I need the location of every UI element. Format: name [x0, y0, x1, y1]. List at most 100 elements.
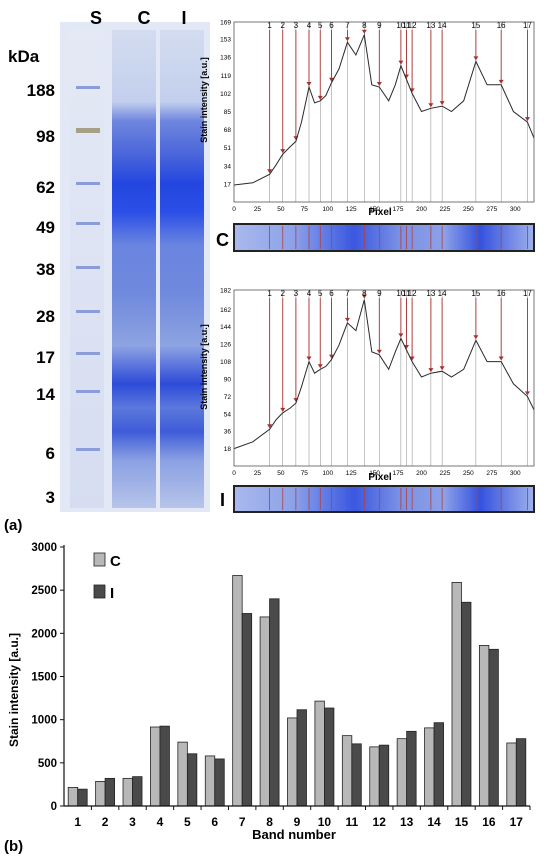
- lane-c: [112, 30, 156, 508]
- bar-c-5: [177, 741, 188, 807]
- profile-ytick-label: 51: [224, 145, 232, 152]
- legend-swatch-i: [93, 584, 106, 599]
- profile-ytick-label: 17: [224, 181, 232, 188]
- marker-label: 6: [46, 444, 55, 463]
- legend-label-c: C: [110, 553, 121, 570]
- profile-band-arrow: [329, 354, 334, 359]
- profile-band-arrow: [267, 424, 273, 429]
- profile-ytick-label: 36: [224, 429, 232, 436]
- profile-band-arrow: [524, 391, 530, 396]
- profile-ytick-label: 169: [220, 20, 231, 27]
- bar-ytick-label: 2000: [31, 628, 57, 640]
- bar-i-9: [296, 709, 307, 807]
- profile-ytick-label: 119: [221, 73, 232, 80]
- profile-ytick-label: 102: [220, 91, 231, 98]
- profile-band-label: 16: [497, 289, 506, 298]
- profile-ytick-label: 85: [224, 109, 232, 116]
- profile-band-label: 11: [402, 289, 411, 298]
- profile-xtick-label: 225: [440, 206, 451, 213]
- bar-chart-ylabel: Stain intensity [a.u.]: [7, 633, 21, 747]
- profile-ytick-label: 54: [224, 411, 232, 418]
- legend-swatch-c: [93, 552, 106, 567]
- bar-xtick-label: 3: [129, 815, 136, 829]
- profile-band-label: 7: [345, 289, 350, 298]
- bar-c-6: [204, 755, 216, 807]
- profile-band-label: 12: [408, 21, 417, 30]
- profile-ytick-label: 90: [224, 376, 232, 383]
- profile-xtick-label: 200: [416, 470, 427, 477]
- strip-c-label: C: [216, 230, 229, 250]
- profile-band-label: 14: [438, 289, 447, 298]
- profile-xtick-label: 300: [510, 470, 521, 477]
- marker-bands: [76, 86, 100, 451]
- profile-band-label: 10: [396, 21, 405, 30]
- bar-ytick-label: 500: [38, 758, 57, 770]
- marker-label: 49: [36, 218, 55, 237]
- profile-xtick-label: 275: [486, 206, 497, 213]
- bar-c-12: [369, 746, 380, 807]
- marker-label: 38: [36, 260, 55, 279]
- profile-band-label: 9: [377, 289, 382, 298]
- bar-i-4: [159, 725, 170, 807]
- profile-ytick-label: 162: [220, 307, 231, 314]
- profile-i-curve: [233, 299, 535, 450]
- profile-band-arrow: [317, 364, 323, 369]
- bar-i-8: [269, 598, 280, 807]
- marker-label: 28: [36, 307, 55, 326]
- strip-c-image: [233, 223, 535, 252]
- kda-label: kDa: [8, 47, 40, 66]
- profile-ytick-label: 108: [220, 359, 231, 366]
- profile-band-label: 6: [329, 289, 334, 298]
- profile-xtick-label: 0: [232, 206, 236, 213]
- bar-i-17: [515, 738, 527, 807]
- profile-band-arrow: [498, 79, 504, 84]
- profile-band-arrow: [409, 356, 415, 361]
- bar-c-16: [478, 645, 490, 807]
- bar-xtick-label: 12: [373, 815, 387, 829]
- profile-xtick-label: 225: [440, 470, 451, 477]
- profile-band-arrow: [361, 294, 367, 299]
- profile-band-label: 17: [523, 289, 532, 298]
- profile-band-label: 5: [318, 289, 323, 298]
- bar-c-8: [259, 616, 270, 807]
- strip-c-lines: [269, 226, 528, 249]
- profile-band-arrow: [344, 37, 350, 42]
- bar-c-10: [314, 700, 325, 807]
- profile-i-yticks: 18 36 54 72 90 108 126 144 162 182: [220, 288, 231, 454]
- profile-band-arrow: [306, 356, 312, 361]
- profile-band-label: 6: [329, 21, 334, 30]
- strip-i: I: [220, 485, 535, 513]
- bar-chart-yticks: 0 500 1000 1500 2000 2500 3000: [31, 542, 64, 813]
- bar-c-9: [287, 717, 298, 807]
- bar-xtick-label: 4: [157, 815, 164, 829]
- profile-band-arrow: [344, 317, 350, 322]
- bar-c-4: [150, 726, 161, 807]
- bar-xtick-label: 10: [318, 815, 332, 829]
- bar-xtick-label: 14: [427, 815, 441, 829]
- bar-i-3: [132, 776, 143, 807]
- bar-c-7: [232, 575, 243, 807]
- profile-xtick-label: 175: [393, 470, 404, 477]
- profile-band-label: 4: [307, 289, 312, 298]
- legend: C I: [93, 552, 121, 602]
- profile-i-ylabel: Stain intensity [a.u.]: [199, 324, 209, 410]
- profile-xtick-label: 300: [510, 206, 521, 213]
- profile-xtick-label: 25: [254, 206, 262, 213]
- bar-i-16: [488, 648, 499, 807]
- profile-band-label: 2: [281, 289, 286, 298]
- profile-c-ylabel: Stain intensity [a.u.]: [199, 57, 209, 143]
- bar-c-15: [451, 581, 462, 807]
- bar-i-14: [433, 722, 444, 807]
- profile-xtick-label: 200: [416, 206, 427, 213]
- bar-i-10: [324, 707, 335, 807]
- lane-i: [160, 30, 204, 508]
- profile-xtick-label: 75: [301, 206, 309, 213]
- profile-ytick-label: 144: [220, 324, 231, 331]
- profile-ytick-label: 34: [224, 163, 232, 170]
- profile-xtick-label: 50: [277, 470, 285, 477]
- profile-band-label: 13: [426, 289, 435, 298]
- bar-xtick-label: 8: [266, 815, 273, 829]
